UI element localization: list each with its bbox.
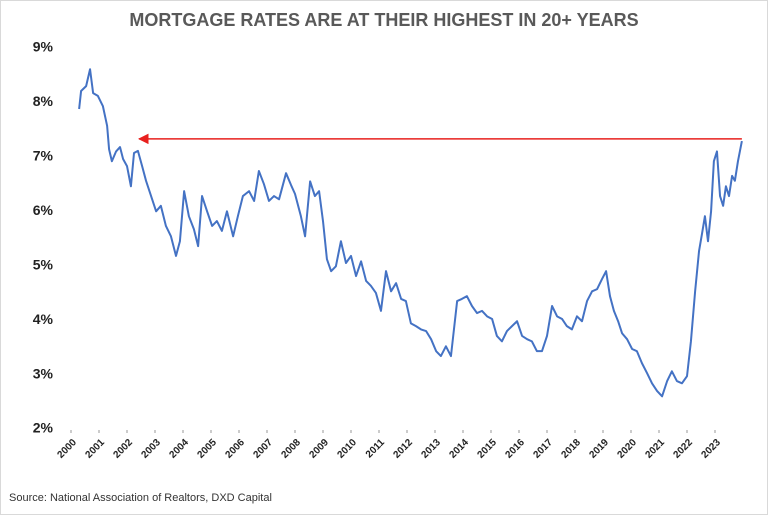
x-tick-label: 2012: [391, 437, 415, 461]
x-tick-label: 2005: [195, 437, 219, 461]
x-tick-label: 2015: [475, 437, 499, 461]
x-tick-label: 2018: [559, 437, 583, 461]
x-tick-label: 2019: [587, 437, 611, 461]
x-tick-label: 2009: [307, 437, 331, 461]
y-tick-label: 5%: [33, 256, 54, 272]
x-tick-label: 2011: [364, 437, 387, 460]
y-tick-label: 9%: [33, 39, 54, 55]
x-tick-label: 2003: [139, 437, 163, 461]
x-tick-label: 2007: [251, 437, 275, 461]
x-tick-label: 2013: [419, 437, 443, 461]
x-tick-label: 2000: [55, 437, 79, 461]
y-tick-label: 8%: [33, 93, 54, 109]
source-note: Source: National Association of Realtors…: [9, 492, 272, 504]
x-tick-label: 2017: [531, 437, 555, 461]
x-tick-label: 2004: [167, 437, 191, 461]
x-tick-label: 2023: [699, 437, 723, 461]
y-tick-label: 4%: [33, 311, 54, 327]
y-tick-label: 6%: [33, 202, 54, 218]
x-tick-label: 2022: [671, 437, 695, 461]
x-tick-label: 2016: [503, 437, 527, 461]
x-tick-label: 2010: [335, 437, 359, 461]
x-tick-label: 2006: [223, 437, 247, 461]
x-tick-label: 2014: [447, 437, 471, 461]
y-tick-label: 3%: [33, 365, 54, 381]
chart-title: MORTGAGE RATES ARE AT THEIR HIGHEST IN 2…: [129, 10, 638, 30]
y-tick-label: 2%: [33, 420, 54, 436]
x-tick-label: 2008: [279, 437, 303, 461]
x-tick-label: 2002: [111, 437, 135, 461]
rate-line: [78, 68, 743, 398]
x-tick-label: 2001: [83, 437, 107, 461]
y-tick-label: 7%: [33, 148, 54, 164]
x-tick-label: 2020: [615, 437, 639, 461]
x-tick-label: 2021: [643, 437, 667, 461]
